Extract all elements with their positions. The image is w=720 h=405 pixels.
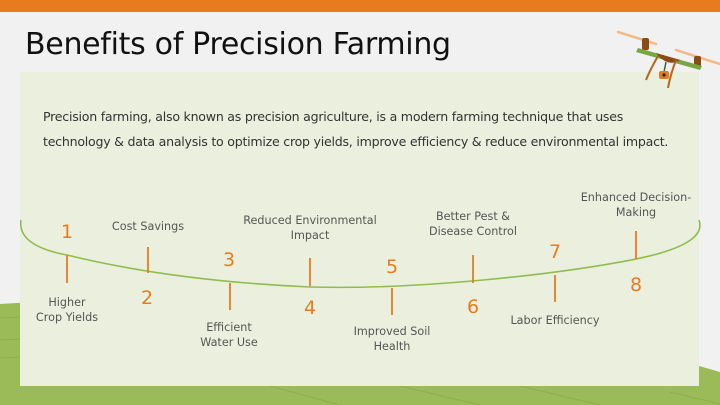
timeline-number-4: 4 — [303, 297, 317, 319]
timeline-label-7: Labor Efficiency — [510, 314, 600, 327]
timeline-label-8: Enhanced Decision- Making — [580, 191, 692, 219]
page-title: Benefits of Precision Farming — [25, 27, 451, 62]
timeline-label-2: Cost Savings — [111, 220, 185, 233]
timeline-label-3: Efficient Water Use — [200, 321, 258, 349]
timeline-number-6: 6 — [466, 296, 480, 318]
timeline-number-7: 7 — [548, 241, 562, 263]
timeline-number-2: 2 — [140, 287, 154, 309]
top-accent-bar — [0, 0, 720, 12]
intro-line-1: Precision farming, also known as precisi… — [43, 109, 624, 124]
timeline-label-4: Reduced Environmental Impact — [243, 214, 377, 242]
drone-icon — [616, 30, 720, 89]
timeline-label-6: Better Pest & Disease Control — [429, 210, 517, 238]
timeline-label-1: Higher Crop Yields — [35, 296, 99, 324]
intro-line-2: technology & data analysis to optimize c… — [43, 134, 669, 149]
timeline-number-3: 3 — [222, 249, 236, 271]
timeline-number-5: 5 — [385, 256, 399, 278]
timeline-number-1: 1 — [60, 221, 74, 243]
content-panel — [20, 72, 699, 386]
timeline-number-8: 8 — [629, 274, 643, 296]
intro-paragraph: Precision farming, also known as precisi… — [43, 104, 683, 154]
timeline-label-5: Improved Soil Health — [353, 325, 431, 353]
